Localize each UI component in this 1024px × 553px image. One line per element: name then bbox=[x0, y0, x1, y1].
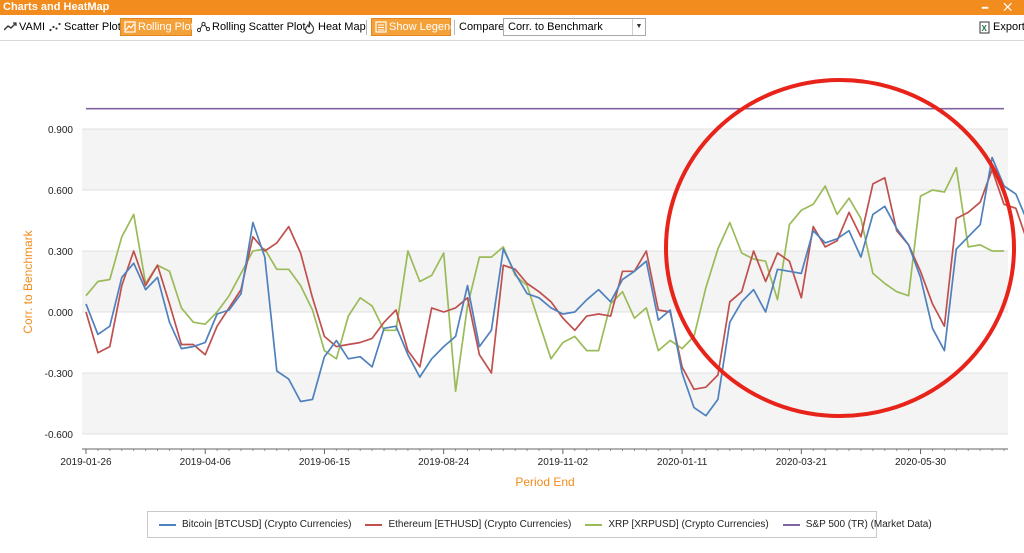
export-icon: X bbox=[977, 20, 991, 34]
legend-item-sp500[interactable]: S&P 500 (TR) (Market Data) bbox=[782, 519, 932, 530]
legend-item-bitcoin[interactable]: Bitcoin [BTCUSD] (Crypto Currencies) bbox=[159, 519, 351, 530]
scatter-plot-button[interactable]: Scatter Plot bbox=[48, 18, 121, 36]
x-tick-label: 2020-05-30 bbox=[895, 457, 947, 468]
toolbar-separator bbox=[454, 20, 455, 35]
flame-icon bbox=[302, 20, 316, 34]
chart-legend: Bitcoin [BTCUSD] (Crypto Currencies) Eth… bbox=[147, 511, 932, 538]
y-tick-label: -0.600 bbox=[45, 430, 74, 441]
compare-label: Compare bbox=[459, 21, 505, 33]
x-tick-label: 2019-08-24 bbox=[418, 457, 470, 468]
y-tick-label: 0.300 bbox=[48, 247, 73, 258]
rolling-scatter-plot-button[interactable]: Rolling Scatter Plot bbox=[196, 18, 306, 36]
rolling-plot-icon bbox=[124, 20, 136, 34]
rolling-scatter-plot-label: Rolling Scatter Plot bbox=[212, 21, 306, 33]
series-line-xrp bbox=[85, 166, 1004, 393]
x-tick-label: 2019-01-26 bbox=[60, 457, 112, 468]
legend-label: Bitcoin [BTCUSD] (Crypto Currencies) bbox=[182, 519, 352, 530]
x-tick-label: 2019-04-06 bbox=[180, 457, 232, 468]
y-axis-label: Corr. to Benchmark bbox=[21, 229, 35, 333]
legend-label: XRP [XRPUSD] (Crypto Currencies) bbox=[608, 519, 769, 530]
legend-label: S&P 500 (TR) (Market Data) bbox=[805, 519, 932, 530]
legend-swatch bbox=[782, 523, 800, 526]
x-tick-label: 2019-06-15 bbox=[299, 457, 351, 468]
compare-select-value: Corr. to Benchmark bbox=[508, 21, 603, 33]
chart-series bbox=[85, 107, 1024, 417]
legend-icon bbox=[375, 20, 387, 34]
x-tick-label: 2019-11-02 bbox=[538, 457, 589, 468]
toolbar: VAMI Scatter Plot Rolling Plot Rolling S… bbox=[0, 15, 1024, 41]
legend-swatch bbox=[585, 523, 603, 526]
legend-label: Ethereum [ETHUSD] (Crypto Currencies) bbox=[388, 519, 572, 530]
legend-item-xrp[interactable]: XRP [XRPUSD] (Crypto Currencies) bbox=[585, 519, 769, 530]
export-label: Export bbox=[993, 21, 1024, 33]
y-tick-label: 0.000 bbox=[48, 308, 73, 319]
legend-swatch bbox=[159, 523, 176, 526]
background-band bbox=[82, 372, 1008, 434]
legend-item-ethereum[interactable]: Ethereum [ETHUSD] (Crypto Currencies) bbox=[365, 519, 571, 530]
vami-button[interactable]: VAMI bbox=[3, 18, 45, 36]
x-tick-label: 2020-03-21 bbox=[776, 457, 828, 468]
y-axis-ticks: 0.900 0.600 0.300 0.000 -0.300 -0.600 bbox=[45, 125, 74, 441]
background-band bbox=[82, 129, 1008, 191]
vami-label: VAMI bbox=[19, 21, 46, 33]
export-button[interactable]: X Export bbox=[977, 18, 1024, 36]
rolling-scatter-icon bbox=[196, 20, 210, 34]
x-tick-label: 2020-01-11 bbox=[657, 457, 708, 468]
window-controls[interactable]: 🗕 ✕ bbox=[981, 2, 1018, 13]
show-legend-label: Show Legend bbox=[389, 21, 457, 33]
chart-background-bands bbox=[82, 129, 1008, 434]
series-line-bitcoin bbox=[85, 156, 1024, 417]
trend-line-icon bbox=[3, 20, 17, 34]
show-legend-button[interactable]: Show Legend bbox=[371, 18, 456, 36]
y-tick-label: 0.600 bbox=[48, 186, 73, 197]
compare-select[interactable]: Corr. to Benchmark ▼ bbox=[503, 18, 646, 36]
svg-text:X: X bbox=[981, 24, 987, 33]
rolling-plot-button[interactable]: Rolling Plot bbox=[120, 18, 194, 36]
rolling-plot-label: Rolling Plot bbox=[138, 21, 194, 33]
y-tick-label: -0.300 bbox=[45, 369, 74, 380]
scatter-icon bbox=[48, 20, 62, 34]
window-titlebar: Charts and HeatMap 🗕 ✕ bbox=[0, 0, 1024, 15]
y-tick-label: 0.900 bbox=[48, 125, 73, 136]
toolbar-separator bbox=[366, 20, 367, 35]
window-title: Charts and HeatMap bbox=[3, 1, 110, 13]
chart-gridlines bbox=[82, 128, 1008, 435]
x-axis-ticks: 2019-01-26 2019-04-06 2019-06-15 2019-08-24… bbox=[60, 449, 1005, 468]
x-axis-label: Period End bbox=[515, 475, 574, 489]
scatter-plot-label: Scatter Plot bbox=[64, 21, 121, 33]
legend-swatch bbox=[365, 523, 383, 526]
annotation-circle bbox=[664, 78, 1016, 418]
rolling-plot-chart: 0.900 0.600 0.300 0.000 -0.300 -0.600 2019-01… bbox=[21, 78, 1024, 489]
heat-map-button[interactable]: Heat Map bbox=[302, 18, 366, 36]
chevron-down-icon: ▼ bbox=[632, 19, 645, 35]
heat-map-label: Heat Map bbox=[318, 21, 366, 33]
